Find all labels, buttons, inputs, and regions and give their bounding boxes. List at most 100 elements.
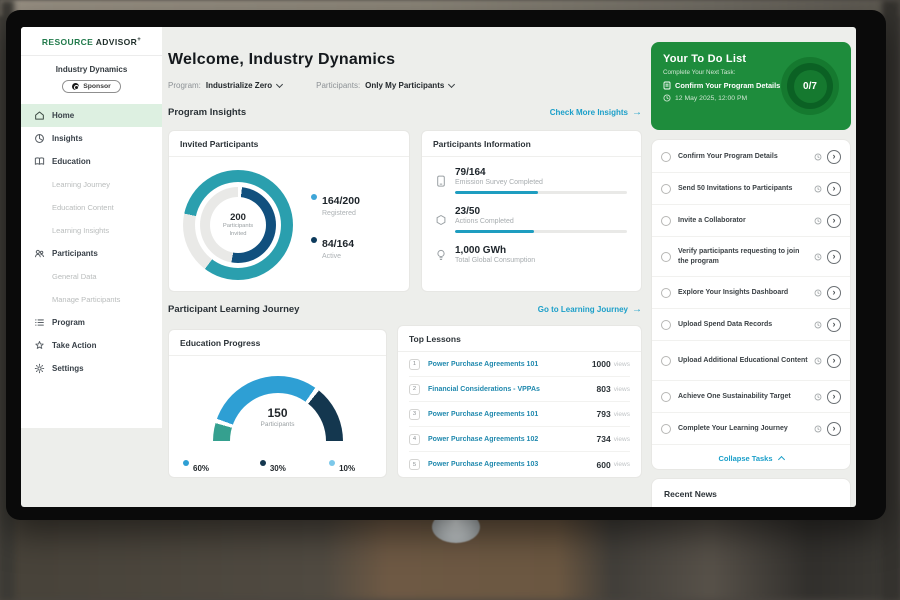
task-checkbox[interactable]	[661, 215, 671, 226]
task-open-button[interactable]: ›	[827, 249, 841, 264]
sidebar-item-education-content[interactable]: Education Content	[21, 196, 162, 219]
participants-filter[interactable]: Participants: Only My Participants	[316, 80, 456, 90]
sidebar-item-learning-journey[interactable]: Learning Journey	[21, 173, 162, 196]
program-filter[interactable]: Program: Industrialize Zero	[168, 80, 284, 90]
chevron-down-icon	[276, 80, 284, 88]
donut-center-label: Participants Invited	[222, 222, 254, 237]
task-checkbox[interactable]	[661, 287, 671, 298]
todo-summary-card: Your To Do List Complete Your Next Task:…	[651, 42, 851, 130]
lesson-views: 600	[596, 459, 611, 470]
lesson-link[interactable]: Power Purchase Agreements 103	[428, 461, 539, 468]
lesson-link[interactable]: Power Purchase Agreements 101	[428, 360, 539, 368]
sidebar: RESOURCE ADVISOR+ Industry Dynamics Spon…	[21, 27, 162, 428]
sidebar-item-settings[interactable]: Settings	[21, 357, 162, 380]
stat-row-consumption: 1,000 GWh Total Global Consumption	[435, 245, 628, 264]
task-checkbox[interactable]	[661, 183, 671, 194]
clock-icon	[814, 321, 822, 328]
lesson-row: 3 Power Purchase Agreements 101 793 view…	[409, 402, 630, 427]
sidebar-item-label: Education Content	[52, 203, 114, 212]
sponsor-badge[interactable]: Sponsor	[62, 80, 121, 93]
sidebar-item-label: Take Action	[52, 341, 97, 350]
card-title: Participants Information	[422, 131, 641, 157]
task-open-button[interactable]: ›	[827, 285, 841, 300]
program-filter-value: Industrialize Zero	[205, 81, 273, 90]
sponsor-label: Sponsor	[83, 83, 111, 90]
survey-icon	[437, 175, 445, 187]
actions-icon	[436, 215, 446, 225]
task-open-button[interactable]: ›	[827, 317, 841, 332]
participants-filter-label: Participants:	[316, 81, 361, 90]
participants-filter-value: Only My Participants	[365, 81, 445, 90]
participants-information-card: Participants Information 79/164 Emission…	[421, 130, 642, 292]
sidebar-item-participants[interactable]: Participants	[21, 242, 162, 265]
progress-fill	[455, 230, 535, 233]
lesson-views-label: views	[613, 410, 630, 418]
arrow-right-icon: →	[632, 107, 642, 118]
sidebar-item-education[interactable]: Education	[21, 150, 162, 173]
lesson-link[interactable]: Power Purchase Agreements 101	[428, 410, 539, 418]
clock-icon	[814, 393, 822, 400]
lesson-link[interactable]: Financial Considerations - VPPAs	[428, 385, 540, 393]
task-row[interactable]: Complete Your Learning Journey ›	[652, 413, 850, 445]
education-gauge-chart: 150 Participants	[169, 370, 386, 450]
task-checkbox[interactable]	[661, 251, 671, 262]
sidebar-item-learning-insights[interactable]: Learning Insights	[21, 219, 162, 242]
sidebar-nav: Home Insights Education Learning Journey…	[21, 104, 162, 380]
task-row[interactable]: Invite a Collaborator ›	[652, 205, 850, 237]
task-row[interactable]: Achieve One Sustainability Target ›	[652, 381, 850, 413]
sidebar-item-home[interactable]: Home	[21, 104, 162, 127]
invited-participants-card: Invited Participants 200 Participants Inv…	[168, 130, 410, 292]
legend-item-registered: 164/200 Registered	[311, 191, 360, 217]
lesson-views-label: views	[613, 360, 630, 368]
sidebar-item-take-action[interactable]: Take Action	[21, 334, 162, 357]
gauge-legend: 60% Completed 30% Pending 10% Not Starte…	[169, 450, 386, 477]
progress-track	[455, 230, 627, 233]
task-open-button[interactable]: ›	[827, 353, 841, 368]
task-open-button[interactable]: ›	[827, 389, 841, 404]
task-row[interactable]: Upload Spend Data Records ›	[652, 309, 850, 341]
lesson-link[interactable]: Power Purchase Agreements 102	[428, 435, 539, 443]
task-row[interactable]: Verify participants requesting to join t…	[652, 237, 850, 277]
stat-label: Emission Survey Completed	[455, 179, 543, 186]
recent-news-card: Recent News	[651, 478, 851, 507]
legend-dot	[183, 460, 189, 466]
task-label: Upload Additional Educational Content	[678, 356, 808, 364]
sidebar-item-label: Participants	[52, 249, 98, 258]
collapse-tasks-link[interactable]: Collapse Tasks	[652, 445, 850, 471]
task-checkbox[interactable]	[661, 391, 671, 402]
task-row[interactable]: Confirm Your Program Details ›	[652, 141, 850, 173]
divider	[21, 55, 162, 56]
legend-value: 30%	[269, 464, 286, 473]
todo-due-date: 12 May 2025, 12:00 PM	[663, 94, 839, 102]
card-title: Education Progress	[169, 330, 386, 356]
sidebar-item-manage-participants[interactable]: Manage Participants	[21, 288, 162, 311]
stat-label: Total Global Consumption	[455, 257, 536, 264]
task-checkbox[interactable]	[661, 151, 671, 162]
task-open-button[interactable]: ›	[827, 181, 841, 196]
check-more-insights-link[interactable]: Check More Insights →	[550, 107, 642, 118]
task-checkbox[interactable]	[661, 355, 671, 366]
insights-icon	[35, 134, 44, 143]
task-checkbox[interactable]	[661, 423, 671, 434]
lesson-row: 4 Power Purchase Agreements 102 734 view…	[409, 427, 630, 452]
task-open-button[interactable]: ›	[827, 149, 841, 164]
go-to-learning-journey-link[interactable]: Go to Learning Journey →	[538, 304, 642, 315]
task-open-button[interactable]: ›	[827, 213, 841, 228]
task-checkbox[interactable]	[661, 319, 671, 330]
sidebar-item-program[interactable]: Program	[21, 311, 162, 334]
sidebar-item-label: Settings	[52, 364, 84, 373]
book-icon	[34, 157, 45, 165]
lesson-views: 803	[596, 384, 611, 394]
lesson-row: 5 Power Purchase Agreements 103 600 view…	[409, 452, 630, 477]
task-row[interactable]: Upload Additional Educational Content ›	[652, 341, 850, 381]
task-label: Verify participants requesting to join t…	[678, 248, 800, 265]
task-row[interactable]: Explore Your Insights Dashboard ›	[652, 277, 850, 309]
sidebar-item-general-data[interactable]: General Data	[21, 265, 162, 288]
learning-journey-header: Participant Learning Journey Go to Learn…	[168, 304, 642, 315]
task-open-button[interactable]: ›	[827, 421, 841, 436]
sidebar-item-insights[interactable]: Insights	[21, 127, 162, 150]
org-name: Industry Dynamics	[55, 65, 128, 74]
task-row[interactable]: Send 50 Invitations to Participants ›	[652, 173, 850, 205]
sidebar-item-label: Learning Journey	[52, 180, 110, 189]
task-label: Achieve One Sustainability Target	[678, 392, 791, 400]
